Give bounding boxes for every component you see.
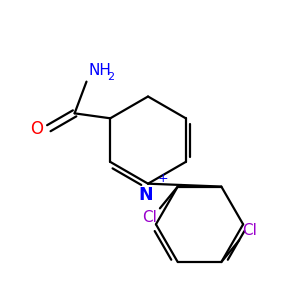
Text: Cl: Cl (242, 223, 257, 238)
Text: NH: NH (88, 63, 111, 78)
Text: 2: 2 (107, 72, 114, 82)
Text: Cl: Cl (142, 210, 157, 225)
Text: +: + (158, 172, 169, 185)
Text: O: O (30, 120, 43, 138)
Text: N: N (139, 186, 153, 204)
